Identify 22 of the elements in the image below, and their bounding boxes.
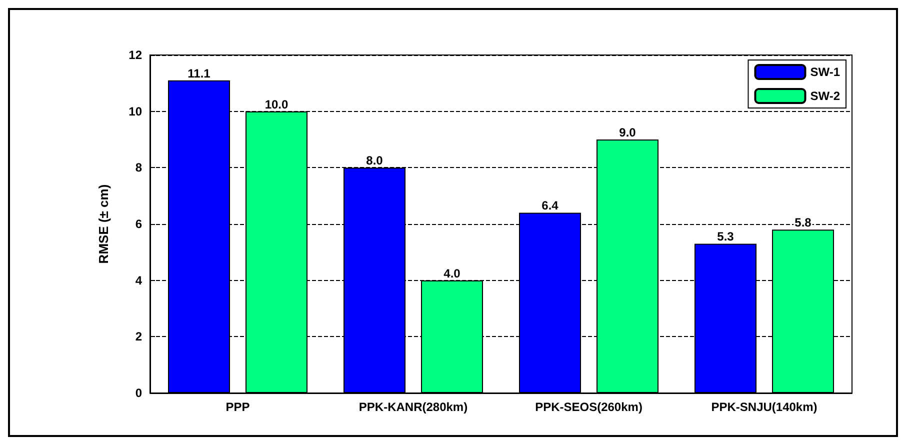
- data-label: 11.1: [188, 66, 211, 80]
- y-axis-title: RMSE (± cm): [96, 184, 111, 264]
- y-tick-label: 4: [135, 273, 142, 288]
- x-tick-label: PPK-SNJU(140km): [711, 400, 818, 414]
- y-tick-label: 2: [135, 330, 142, 344]
- data-label: 4.0: [444, 266, 461, 280]
- data-label: 5.8: [794, 216, 812, 230]
- data-label: 9.0: [619, 126, 636, 140]
- y-tick-label: 8: [135, 160, 142, 175]
- y-tick-label: 12: [128, 48, 142, 62]
- y-tick-label: 0: [135, 386, 142, 400]
- data-label: 10.0: [264, 97, 288, 112]
- y-tick-label: 6: [135, 217, 142, 231]
- legend-label: SW-1: [810, 65, 840, 79]
- data-label: 8.0: [366, 154, 384, 168]
- x-tick-label: PPK-SEOS(260km): [535, 400, 642, 414]
- data-label: 6.4: [542, 198, 559, 213]
- x-tick-label: PPK-KANR(280km): [358, 400, 468, 414]
- legend-label: SW-2: [810, 89, 840, 103]
- x-tick-label: PPP: [226, 400, 250, 414]
- data-label: 5.3: [717, 230, 734, 244]
- y-tick-label: 10: [128, 104, 142, 118]
